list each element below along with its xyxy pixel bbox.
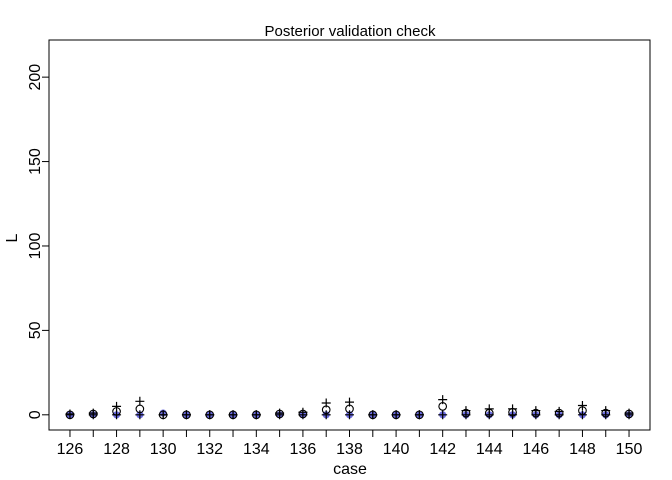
data-marks	[65, 395, 634, 420]
interval-plus-marker	[228, 410, 238, 420]
interval-plus-marker	[321, 410, 331, 420]
interval-plus-marker	[368, 410, 378, 420]
mean-open-circle	[112, 407, 121, 416]
interval-plus-marker	[438, 410, 448, 420]
mean-open-circle	[321, 405, 331, 415]
y-tick-label: 0	[27, 410, 44, 419]
mean-open-circle	[624, 409, 634, 419]
mean-open-circle	[578, 406, 587, 415]
mean-open-circle	[88, 409, 98, 419]
plot-frame	[48, 39, 651, 431]
interval-plus-marker	[112, 401, 122, 411]
x-axis: 126 128 130 132 134 136 138 140 142 144 146 148 150	[57, 430, 643, 458]
mean-open-circle	[391, 410, 401, 420]
interval-plus-marker	[251, 410, 261, 420]
interval-plus-marker	[135, 396, 145, 406]
mean-open-circle	[484, 408, 494, 418]
y-tick-label: 100	[27, 233, 44, 260]
mean-open-circle	[345, 404, 354, 414]
mean-open-circle	[158, 410, 168, 420]
y-axis-title: L	[4, 233, 21, 242]
mean-open-circle	[438, 402, 448, 411]
y-axis: 0 50 100 150 200	[27, 64, 49, 419]
mean-open-circle	[368, 410, 378, 420]
interval-plus-marker	[158, 410, 168, 420]
interval-plus-marker	[205, 410, 215, 420]
y-tick-label: 150	[27, 148, 44, 175]
x-tick-label: 138	[336, 441, 363, 458]
x-tick-label: 144	[476, 441, 503, 458]
x-tick-label: 136	[290, 441, 317, 458]
mean-open-circle	[205, 410, 215, 420]
mean-open-circle	[182, 410, 191, 420]
mean-open-circle	[298, 409, 308, 419]
mean-open-circle	[275, 409, 284, 419]
interval-plus-marker	[391, 410, 401, 420]
y-tick-label: 200	[27, 64, 44, 91]
x-tick-label: 148	[569, 441, 596, 458]
mean-open-circle	[461, 408, 471, 418]
mean-open-circle	[251, 410, 261, 420]
mean-open-circle	[554, 408, 564, 418]
x-tick-label: 130	[150, 441, 177, 458]
mean-open-circle	[228, 410, 238, 420]
x-axis-title: case	[333, 461, 367, 478]
interval-plus-marker	[135, 410, 145, 420]
mean-open-circle	[601, 408, 611, 418]
mean-open-circle	[415, 410, 424, 420]
interval-plus-marker	[181, 410, 191, 420]
interval-plus-marker	[345, 410, 354, 420]
x-tick-label: 150	[616, 441, 643, 458]
mean-open-circle	[531, 408, 541, 418]
mean-open-circle	[508, 407, 517, 417]
x-tick-label: 126	[57, 441, 84, 458]
mean-open-circle	[135, 404, 145, 414]
x-tick-label: 128	[103, 441, 130, 458]
chart-title: Posterior validation check	[265, 23, 436, 40]
x-tick-label: 140	[383, 441, 410, 458]
x-tick-label: 146	[523, 441, 550, 458]
x-tick-label: 132	[196, 441, 223, 458]
y-tick-label: 50	[27, 321, 44, 339]
mean-open-circle	[65, 410, 75, 420]
interval-plus-marker	[65, 410, 75, 420]
interval-plus-marker	[414, 410, 424, 420]
x-tick-label: 142	[429, 441, 456, 458]
interval-plus-marker	[577, 401, 587, 411]
x-tick-label: 134	[243, 441, 270, 458]
